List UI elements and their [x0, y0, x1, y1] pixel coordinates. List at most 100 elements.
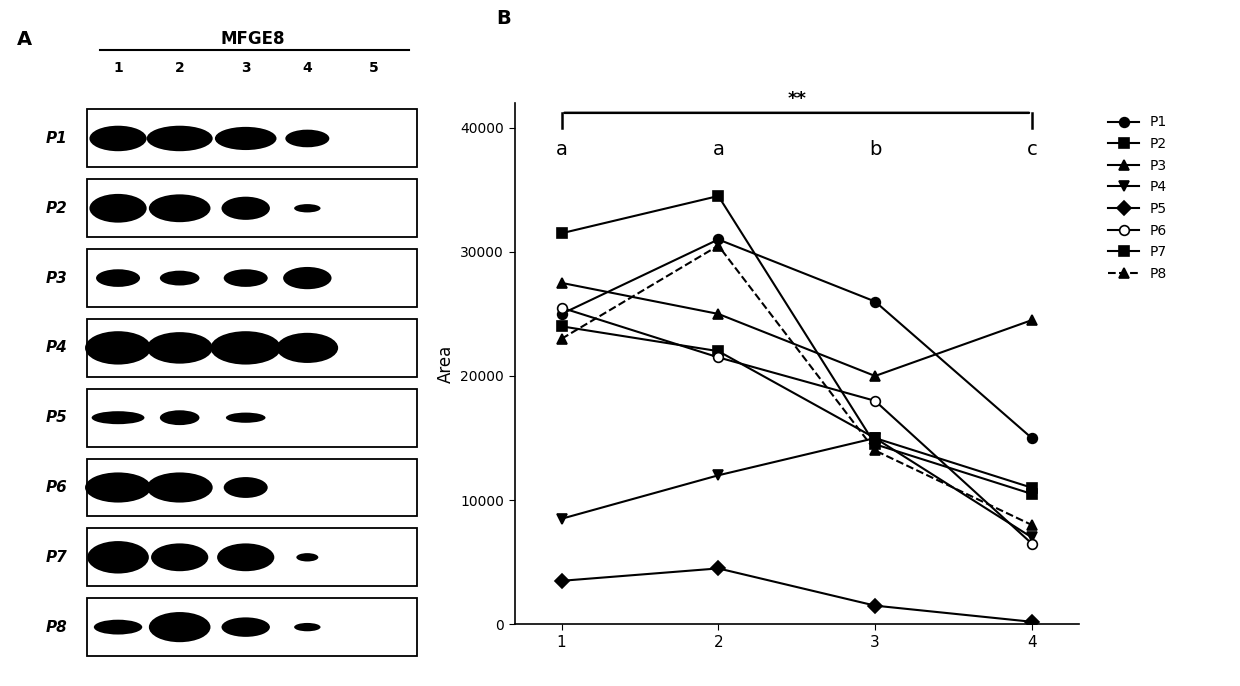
- P7: [711, 192, 725, 200]
- Text: P2: P2: [46, 201, 67, 216]
- Line: P1: P1: [557, 235, 1037, 443]
- P3: [1024, 316, 1039, 324]
- Text: a: a: [556, 140, 568, 158]
- P7: [1024, 490, 1039, 498]
- P8: [868, 447, 883, 455]
- Text: A: A: [17, 30, 32, 49]
- Text: MFGE8: MFGE8: [219, 30, 284, 49]
- Text: 3: 3: [241, 62, 250, 75]
- Line: P4: P4: [557, 433, 1037, 542]
- Text: **: **: [787, 90, 806, 108]
- Text: P7: P7: [46, 549, 67, 565]
- Bar: [87, 458, 418, 517]
- P1: [1024, 434, 1039, 442]
- Ellipse shape: [149, 612, 211, 642]
- P8: [554, 335, 569, 343]
- Line: P5: P5: [557, 563, 1037, 626]
- P2: [868, 434, 883, 442]
- Ellipse shape: [294, 623, 320, 631]
- Bar: [87, 389, 418, 447]
- Text: P8: P8: [46, 619, 67, 635]
- P1: [554, 310, 569, 318]
- P2: [1024, 484, 1039, 492]
- Bar: [87, 110, 418, 167]
- Ellipse shape: [223, 270, 268, 287]
- P5: [868, 602, 883, 610]
- Text: a: a: [713, 140, 724, 158]
- Text: P3: P3: [46, 270, 67, 285]
- Ellipse shape: [146, 332, 213, 364]
- Line: P3: P3: [557, 278, 1037, 381]
- Ellipse shape: [277, 333, 339, 363]
- Ellipse shape: [89, 126, 146, 151]
- Text: b: b: [869, 140, 882, 158]
- Bar: [87, 249, 418, 307]
- Ellipse shape: [94, 619, 143, 635]
- Text: c: c: [1027, 140, 1037, 158]
- Text: B: B: [496, 9, 511, 28]
- Bar: [87, 598, 418, 656]
- P8: [711, 241, 725, 250]
- Text: 4: 4: [303, 62, 312, 75]
- P5: [711, 565, 725, 573]
- Text: P1: P1: [46, 131, 67, 146]
- Ellipse shape: [222, 617, 270, 637]
- P2: [711, 347, 725, 355]
- P7: [554, 229, 569, 237]
- P6: [554, 304, 569, 312]
- P2: [554, 322, 569, 331]
- Ellipse shape: [160, 271, 200, 285]
- Ellipse shape: [160, 410, 200, 425]
- Line: P8: P8: [557, 241, 1037, 530]
- P1: [868, 298, 883, 306]
- P6: [711, 353, 725, 362]
- Ellipse shape: [87, 541, 149, 573]
- Text: P6: P6: [46, 480, 67, 495]
- Ellipse shape: [294, 204, 320, 213]
- Ellipse shape: [149, 194, 211, 222]
- Ellipse shape: [226, 412, 265, 423]
- Ellipse shape: [217, 543, 274, 571]
- Ellipse shape: [86, 331, 151, 364]
- Ellipse shape: [146, 126, 213, 151]
- P7: [868, 440, 883, 449]
- P6: [868, 397, 883, 405]
- Ellipse shape: [211, 331, 281, 364]
- P5: [1024, 617, 1039, 626]
- Ellipse shape: [86, 473, 151, 503]
- P3: [711, 310, 725, 318]
- P4: [868, 434, 883, 442]
- Ellipse shape: [283, 267, 331, 289]
- Ellipse shape: [285, 130, 330, 147]
- Line: P7: P7: [557, 191, 1037, 499]
- P4: [1024, 533, 1039, 541]
- Bar: [87, 319, 418, 377]
- Bar: [87, 528, 418, 587]
- P4: [554, 514, 569, 523]
- P4: [711, 471, 725, 480]
- P3: [868, 372, 883, 380]
- P6: [1024, 539, 1039, 547]
- P1: [711, 235, 725, 244]
- Ellipse shape: [223, 477, 268, 498]
- Ellipse shape: [215, 127, 277, 150]
- Text: P4: P4: [46, 340, 67, 355]
- Text: 5: 5: [368, 62, 378, 75]
- Line: P2: P2: [557, 322, 1037, 493]
- Ellipse shape: [89, 194, 146, 223]
- Text: 1: 1: [113, 62, 123, 75]
- Y-axis label: Area: Area: [436, 344, 455, 383]
- Ellipse shape: [151, 543, 208, 571]
- Ellipse shape: [92, 411, 145, 424]
- P5: [554, 577, 569, 585]
- Text: 2: 2: [175, 62, 185, 75]
- Ellipse shape: [146, 473, 213, 503]
- P8: [1024, 521, 1039, 529]
- Ellipse shape: [95, 270, 140, 287]
- P3: [554, 279, 569, 287]
- Text: P5: P5: [46, 410, 67, 425]
- Legend: P1, P2, P3, P4, P5, P6, P7, P8: P1, P2, P3, P4, P5, P6, P7, P8: [1102, 110, 1173, 287]
- Ellipse shape: [296, 553, 319, 561]
- Bar: [87, 179, 418, 237]
- Ellipse shape: [222, 197, 270, 220]
